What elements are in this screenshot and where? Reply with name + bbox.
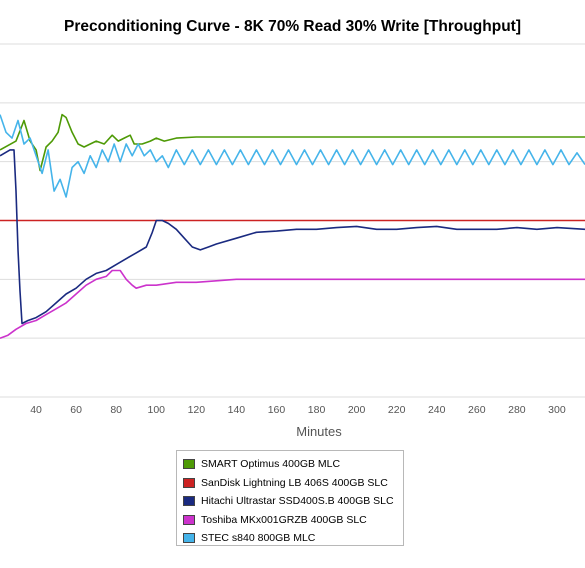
legend-label: SMART Optimus 400GB MLC bbox=[201, 458, 341, 471]
legend-item: SanDisk Lightning LB 406S 400GB SLC bbox=[183, 474, 403, 493]
legend-swatch bbox=[183, 514, 195, 525]
legend-swatch bbox=[183, 533, 195, 544]
x-tick-labels: 40 60 80 100 120 140 160 180 200 220 240 260 280 300 bbox=[30, 404, 566, 416]
legend-label: Hitachi Ultrastar SSD400S.B 400GB SLC bbox=[201, 495, 394, 508]
legend-swatch bbox=[183, 496, 195, 507]
chart-title: Preconditioning Curve - 8K 70% Read 30% … bbox=[63, 18, 521, 35]
x-tick-label: 280 bbox=[508, 404, 526, 416]
series-lines bbox=[0, 113, 585, 339]
x-tick-label: 160 bbox=[268, 404, 286, 416]
legend-swatch bbox=[183, 459, 195, 470]
x-tick-label: 240 bbox=[428, 404, 446, 416]
x-tick-label: 120 bbox=[188, 404, 206, 416]
series-line-2 bbox=[0, 149, 585, 325]
legend-item: SMART Optimus 400GB MLC bbox=[183, 455, 403, 474]
legend-label: Toshiba MKx001GRZB 400GB SLC bbox=[201, 513, 367, 526]
legend-label: SanDisk Lightning LB 406S 400GB SLC bbox=[201, 476, 388, 489]
x-tick-label: 220 bbox=[388, 404, 406, 416]
legend-item: STEC s840 800GB MLC bbox=[183, 529, 403, 548]
x-tick-label: 100 bbox=[148, 404, 166, 416]
legend-item: Hitachi Ultrastar SSD400S.B 400GB SLC bbox=[183, 492, 403, 511]
x-tick-label: 40 bbox=[30, 404, 42, 416]
legend-item: Toshiba MKx001GRZB 400GB SLC bbox=[183, 511, 403, 530]
x-tick-label: 200 bbox=[348, 404, 366, 416]
series-line-4 bbox=[0, 114, 585, 198]
x-tick-label: 300 bbox=[548, 404, 566, 416]
x-tick-label: 140 bbox=[228, 404, 246, 416]
x-tick-label: 80 bbox=[110, 404, 122, 416]
legend: SMART Optimus 400GB MLC SanDisk Lightning… bbox=[176, 450, 404, 546]
series-line-3 bbox=[0, 269, 585, 339]
x-tick-label: 180 bbox=[308, 404, 326, 416]
x-tick-label: 260 bbox=[468, 404, 486, 416]
x-axis-label: Minutes bbox=[296, 424, 342, 439]
x-tick-label: 60 bbox=[70, 404, 82, 416]
legend-label: STEC s840 800GB MLC bbox=[201, 532, 316, 545]
series-line-0 bbox=[0, 113, 585, 172]
legend-swatch bbox=[183, 477, 195, 488]
